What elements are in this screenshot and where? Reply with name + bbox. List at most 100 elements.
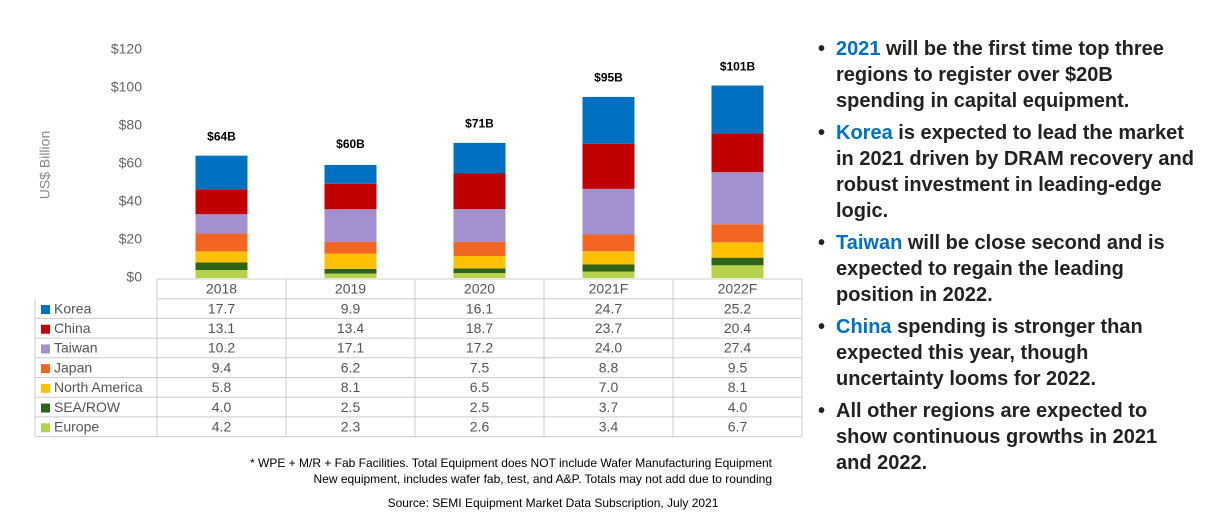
bar-segment: [711, 257, 764, 266]
legend-label: Korea: [54, 300, 92, 316]
bar-segment: [582, 264, 635, 272]
bar-segment: [711, 133, 764, 173]
bar-segment: [711, 265, 764, 278]
table-value: 6.2: [341, 359, 361, 375]
table-value: 6.5: [470, 379, 490, 395]
table-value: 9.9: [341, 300, 361, 316]
table-value: 13.4: [337, 320, 364, 336]
bullet: Taiwan will be close second and is expec…: [818, 230, 1198, 308]
legend-swatch: [41, 383, 50, 393]
legend-swatch: [41, 403, 50, 413]
legend-label: SEA/ROW: [54, 399, 121, 415]
bar-segment: [711, 242, 764, 258]
bar-segment: [582, 143, 635, 189]
table-value: 25.2: [724, 300, 751, 316]
y-axis-label: US$ Billion: [37, 131, 53, 199]
table-value: 4.0: [212, 399, 232, 415]
table-value: 17.7: [208, 300, 235, 316]
y-tick-label: $120: [111, 41, 142, 57]
table-value: 9.5: [728, 359, 748, 375]
bullet-text: spending is stronger than expected this …: [836, 316, 1143, 390]
y-tick-label: $0: [126, 269, 142, 285]
y-tick-label: $60: [119, 155, 143, 171]
bullet-highlight: Korea: [836, 122, 893, 144]
table-value: 3.4: [599, 418, 619, 434]
legend-swatch: [41, 423, 50, 433]
bar-segment: [453, 209, 506, 242]
bullet: All other regions are expected to show c…: [818, 398, 1198, 476]
legend-swatch: [41, 364, 50, 374]
table-value: 8.1: [341, 379, 361, 395]
bar-segment: [324, 164, 377, 184]
table-value: 3.7: [599, 399, 619, 415]
y-tick-label: $20: [119, 231, 143, 247]
table-value: 18.7: [466, 320, 493, 336]
bullet-highlight: Taiwan: [836, 232, 903, 254]
table-value: 23.7: [595, 320, 622, 336]
y-tick-label: $40: [119, 193, 143, 209]
table-value: 7.0: [599, 379, 619, 395]
bar-segment: [195, 251, 248, 263]
table-value: 20.4: [724, 320, 751, 336]
table-value: 16.1: [466, 300, 493, 316]
bar-segment: [324, 253, 377, 269]
x-tick-label: 2020: [464, 281, 495, 297]
bar-segment: [195, 155, 248, 190]
bullet-list: 2021 will be the first time top three re…: [818, 36, 1198, 482]
bar-segment: [582, 271, 635, 278]
table-value: 2.5: [341, 399, 361, 415]
bar-segment: [195, 214, 248, 234]
table-value: 7.5: [470, 359, 490, 375]
table-value: 6.7: [728, 418, 748, 434]
table-value: 24.0: [595, 340, 622, 356]
table-value: 4.2: [212, 418, 232, 434]
bar-segment: [711, 224, 764, 243]
bar-segment: [453, 255, 506, 269]
total-label: $95B: [594, 71, 623, 85]
legend-label: Japan: [54, 359, 92, 375]
legend-swatch: [41, 305, 50, 315]
footnote: * WPE + M/R + Fab Facilities. Total Equi…: [250, 456, 773, 470]
bullet: Korea is expected to lead the market in …: [818, 120, 1198, 224]
bar-segment: [195, 189, 248, 215]
table-value: 5.8: [212, 379, 232, 395]
total-label: $101B: [720, 59, 756, 73]
bar-segment: [324, 273, 377, 278]
bar-segment: [324, 268, 377, 274]
table-value: 17.1: [337, 340, 364, 356]
bar-segment: [582, 188, 635, 235]
footnote: New equipment, includes wafer fab, test,…: [313, 472, 772, 486]
legend-label: Taiwan: [54, 340, 98, 356]
legend-swatch: [41, 344, 50, 354]
bar-segment: [453, 142, 506, 174]
bar-segment: [582, 251, 635, 265]
bullet-text: will be close second and is expected to …: [836, 232, 1165, 306]
bar-segment: [711, 85, 764, 134]
bar-segment: [453, 273, 506, 278]
x-tick-label: 2018: [206, 281, 237, 297]
bar-segment: [582, 96, 635, 144]
y-tick-label: $100: [111, 79, 142, 95]
bullet: 2021 will be the first time top three re…: [818, 36, 1198, 114]
bar-segment: [195, 270, 248, 278]
table-value: 2.6: [470, 418, 490, 434]
table-value: 13.1: [208, 320, 235, 336]
x-tick-label: 2019: [335, 281, 366, 297]
bar-segment: [453, 241, 506, 256]
table-value: 24.7: [595, 300, 622, 316]
bar-segment: [711, 172, 764, 225]
bullet-text: will be the first time top three regions…: [836, 38, 1164, 112]
bar-segment: [324, 183, 377, 210]
y-tick-label: $80: [119, 117, 143, 133]
table-value: 9.4: [212, 359, 232, 375]
bar-segment: [453, 268, 506, 274]
x-tick-label: 2021F: [589, 281, 629, 297]
total-label: $64B: [207, 130, 236, 144]
total-label: $71B: [465, 116, 494, 130]
chart: US$ Billion * WPE + M/R + Fab Facilities…: [34, 41, 803, 510]
total-label: $60B: [336, 137, 365, 151]
table-value: 2.3: [341, 418, 361, 434]
x-tick-label: 2022F: [718, 281, 758, 297]
table-value: 27.4: [724, 340, 751, 356]
bullet-highlight: 2021: [836, 38, 881, 60]
